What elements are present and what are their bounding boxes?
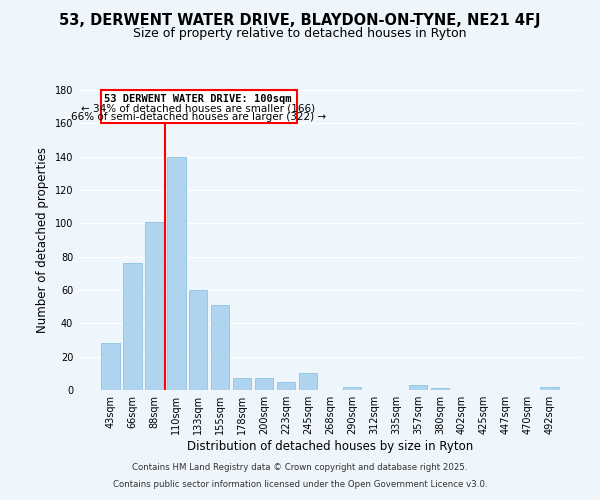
Bar (101, 344, 119, 390)
Text: Contains public sector information licensed under the Open Government Licence v3: Contains public sector information licen… (113, 480, 487, 489)
Text: Size of property relative to detached houses in Ryton: Size of property relative to detached ho… (133, 28, 467, 40)
Bar (123, 264, 142, 390)
Text: 66% of semi-detached houses are larger (322) →: 66% of semi-detached houses are larger (… (71, 112, 326, 122)
Bar (541, 386, 559, 390)
Bar (167, 156, 185, 390)
Bar (299, 374, 317, 390)
Bar (255, 378, 274, 390)
Y-axis label: Number of detached properties: Number of detached properties (36, 147, 49, 333)
Bar (189, 290, 208, 390)
Bar (431, 388, 449, 390)
Bar (409, 385, 427, 390)
Text: ← 34% of detached houses are smaller (166): ← 34% of detached houses are smaller (16… (81, 104, 315, 114)
Text: 53, DERWENT WATER DRIVE, BLAYDON-ON-TYNE, NE21 4FJ: 53, DERWENT WATER DRIVE, BLAYDON-ON-TYNE… (59, 12, 541, 28)
Text: 53 DERWENT WATER DRIVE: 100sqm: 53 DERWENT WATER DRIVE: 100sqm (104, 94, 292, 104)
X-axis label: Distribution of detached houses by size in Ryton: Distribution of detached houses by size … (187, 440, 473, 453)
Bar (211, 305, 229, 390)
Bar (145, 222, 164, 390)
FancyBboxPatch shape (101, 90, 297, 124)
Bar (277, 382, 295, 390)
Bar (233, 378, 251, 390)
Text: Contains HM Land Registry data © Crown copyright and database right 2025.: Contains HM Land Registry data © Crown c… (132, 464, 468, 472)
Bar (343, 386, 361, 390)
